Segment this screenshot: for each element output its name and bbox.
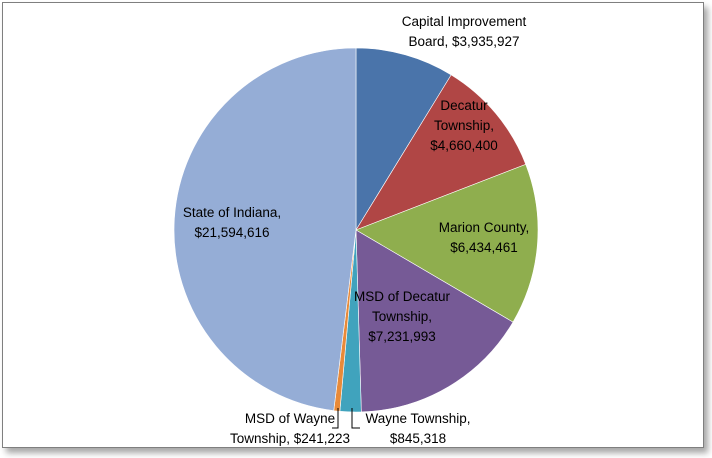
slice-label-line: Decatur: [440, 98, 488, 113]
slice-label-line: Marion County,: [439, 220, 530, 235]
slice-label-decatur-township: Decatur Township, $4,660,400: [430, 98, 498, 153]
slice-label-line: State of Indiana,: [183, 205, 281, 220]
slice-label-line: Wayne Township,: [365, 411, 470, 426]
slice-label-line: Township,: [434, 118, 494, 133]
pie-slice-marion-county: [355, 163, 539, 323]
slice-label-line: $7,231,993: [368, 329, 436, 344]
slice-label-line: $21,594,616: [194, 225, 269, 240]
slice-label-wayne-township: Wayne Township, $845,318: [365, 411, 470, 446]
pie-slice-capital-improvement-board: [355, 47, 452, 232]
slice-label-line: Capital Improvement: [402, 14, 527, 29]
slice-label-msd-of-wayne-township: MSD of Wayne Township, $241,223: [230, 411, 350, 446]
slice-label-line: $4,660,400: [430, 138, 498, 153]
leader-line: [332, 408, 339, 429]
leader-line: [351, 408, 360, 429]
slice-label-line: $845,318: [390, 431, 446, 446]
slice-label-line: Board, $3,935,927: [408, 34, 519, 49]
slice-label-line: MSD of Decatur: [354, 289, 451, 304]
slice-label-line: Township, $241,223: [230, 431, 350, 446]
slice-label-line: $6,434,461: [450, 240, 518, 255]
slice-label-line: MSD of Wayne: [245, 411, 335, 426]
slice-label-capital-improvement-board: Capital Improvement Board, $3,935,927: [402, 14, 527, 49]
slice-label-line: Township,: [372, 309, 432, 324]
pie-slice-msd-of-decatur-township: [355, 229, 514, 413]
pie-slice-state-of-indiana: [173, 47, 357, 411]
slice-label-marion-county: Marion County, $6,434,461: [439, 220, 530, 255]
slice-label-msd-of-decatur-township: MSD of Decatur Township, $7,231,993: [354, 289, 451, 344]
pie-slice-decatur-township: [355, 74, 527, 231]
slice-label-state-of-indiana: State of Indiana, $21,594,616: [183, 205, 281, 240]
